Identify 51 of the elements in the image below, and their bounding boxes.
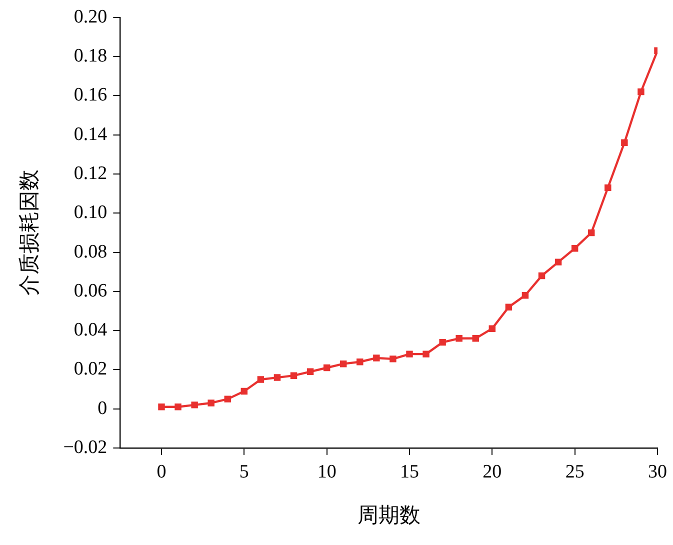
point <box>571 244 578 252</box>
point <box>472 335 479 342</box>
point <box>191 402 198 408</box>
x-tick-label: 20 <box>482 461 502 482</box>
point <box>488 325 496 332</box>
point <box>257 376 264 383</box>
point <box>356 358 364 366</box>
y-tick-label: 0 <box>98 398 108 419</box>
x-tick-label: 25 <box>565 461 584 482</box>
point <box>208 400 214 406</box>
point <box>174 404 182 410</box>
point <box>373 354 380 362</box>
point <box>390 356 396 362</box>
y-tick-label: 0.04 <box>74 320 108 341</box>
point <box>439 338 446 346</box>
x-tick-label: 15 <box>400 461 419 482</box>
point <box>588 229 595 236</box>
point <box>522 292 529 299</box>
x-tick-label: 30 <box>648 461 667 482</box>
point <box>638 88 644 96</box>
point <box>505 304 512 310</box>
point <box>323 364 330 372</box>
y-tick-label: 0.06 <box>74 280 108 302</box>
point <box>621 139 628 146</box>
point <box>554 258 562 266</box>
point <box>290 372 298 379</box>
point <box>224 396 231 402</box>
x-tick-label: 10 <box>317 461 336 482</box>
y-tick-label: 0.14 <box>74 124 108 145</box>
y-tick-label: 0.20 <box>74 6 108 28</box>
x-axis-title: 周期数 <box>357 502 420 527</box>
point <box>158 404 165 410</box>
point <box>240 388 248 395</box>
y-tick-label: 0.10 <box>74 202 108 224</box>
y-axis-title: 介质损耗因数 <box>17 170 42 296</box>
point <box>306 368 314 376</box>
point <box>422 350 430 358</box>
point <box>340 360 347 368</box>
y-tick-label: −0.02 <box>63 436 108 458</box>
y-tick-label: 0.16 <box>74 84 108 106</box>
y-tick-label: 0.18 <box>74 46 108 67</box>
point <box>456 335 462 342</box>
x-tick-label: 0 <box>156 461 166 482</box>
point <box>274 374 281 381</box>
point <box>538 272 546 280</box>
y-tick-label: 0.08 <box>74 241 108 262</box>
y-tick-label: 0.12 <box>74 162 108 184</box>
y-tick-label: 0.02 <box>74 358 108 380</box>
point <box>604 184 612 192</box>
x-tick-label: 5 <box>239 461 249 482</box>
point <box>406 350 413 358</box>
